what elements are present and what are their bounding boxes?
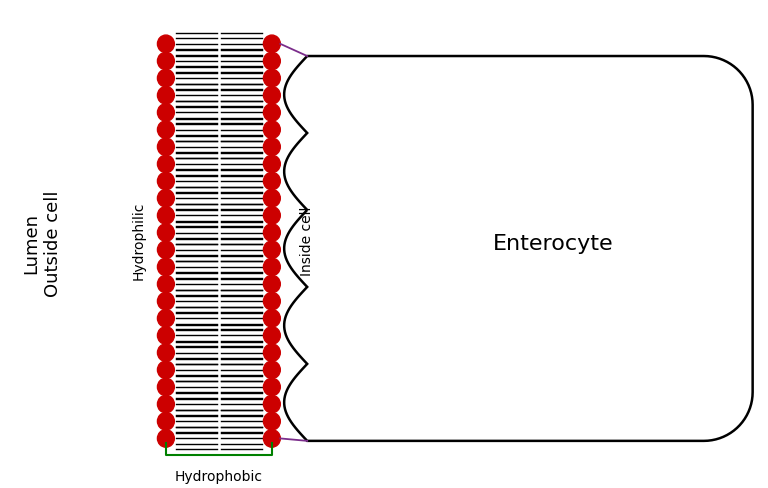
Ellipse shape bbox=[157, 121, 174, 139]
Ellipse shape bbox=[157, 378, 174, 396]
Ellipse shape bbox=[263, 395, 280, 413]
Ellipse shape bbox=[263, 241, 280, 259]
Ellipse shape bbox=[263, 258, 280, 276]
Ellipse shape bbox=[157, 241, 174, 259]
Ellipse shape bbox=[157, 206, 174, 224]
Ellipse shape bbox=[263, 327, 280, 344]
Ellipse shape bbox=[263, 309, 280, 327]
Ellipse shape bbox=[157, 344, 174, 362]
Text: Enterocyte: Enterocyte bbox=[492, 234, 614, 254]
Ellipse shape bbox=[263, 35, 280, 53]
Ellipse shape bbox=[263, 86, 280, 104]
Ellipse shape bbox=[263, 224, 280, 242]
Ellipse shape bbox=[263, 361, 280, 379]
Ellipse shape bbox=[157, 86, 174, 104]
Ellipse shape bbox=[157, 258, 174, 276]
Ellipse shape bbox=[263, 429, 280, 447]
Ellipse shape bbox=[157, 327, 174, 344]
Text: Lumen
Outside cell: Lumen Outside cell bbox=[22, 190, 62, 297]
Ellipse shape bbox=[157, 361, 174, 379]
Ellipse shape bbox=[263, 275, 280, 293]
Ellipse shape bbox=[157, 155, 174, 173]
Ellipse shape bbox=[263, 189, 280, 207]
Ellipse shape bbox=[263, 172, 280, 190]
Ellipse shape bbox=[263, 206, 280, 224]
Ellipse shape bbox=[157, 172, 174, 190]
Text: Hydrophobic: Hydrophobic bbox=[175, 470, 263, 484]
Ellipse shape bbox=[157, 292, 174, 310]
Ellipse shape bbox=[157, 189, 174, 207]
Ellipse shape bbox=[263, 378, 280, 396]
Ellipse shape bbox=[263, 103, 280, 121]
Ellipse shape bbox=[157, 412, 174, 430]
Ellipse shape bbox=[157, 224, 174, 242]
Ellipse shape bbox=[263, 121, 280, 139]
Ellipse shape bbox=[157, 138, 174, 156]
Ellipse shape bbox=[157, 35, 174, 53]
Ellipse shape bbox=[263, 138, 280, 156]
Ellipse shape bbox=[263, 155, 280, 173]
Ellipse shape bbox=[157, 103, 174, 121]
Ellipse shape bbox=[263, 292, 280, 310]
Ellipse shape bbox=[263, 412, 280, 430]
Ellipse shape bbox=[157, 275, 174, 293]
Ellipse shape bbox=[157, 395, 174, 413]
Ellipse shape bbox=[263, 344, 280, 362]
Text: Inside cell: Inside cell bbox=[300, 206, 314, 276]
Ellipse shape bbox=[157, 69, 174, 87]
Text: Hydrophilic: Hydrophilic bbox=[131, 202, 145, 280]
Ellipse shape bbox=[263, 52, 280, 70]
Ellipse shape bbox=[157, 429, 174, 447]
Ellipse shape bbox=[263, 69, 280, 87]
Ellipse shape bbox=[157, 309, 174, 327]
Ellipse shape bbox=[157, 52, 174, 70]
PathPatch shape bbox=[284, 56, 753, 441]
